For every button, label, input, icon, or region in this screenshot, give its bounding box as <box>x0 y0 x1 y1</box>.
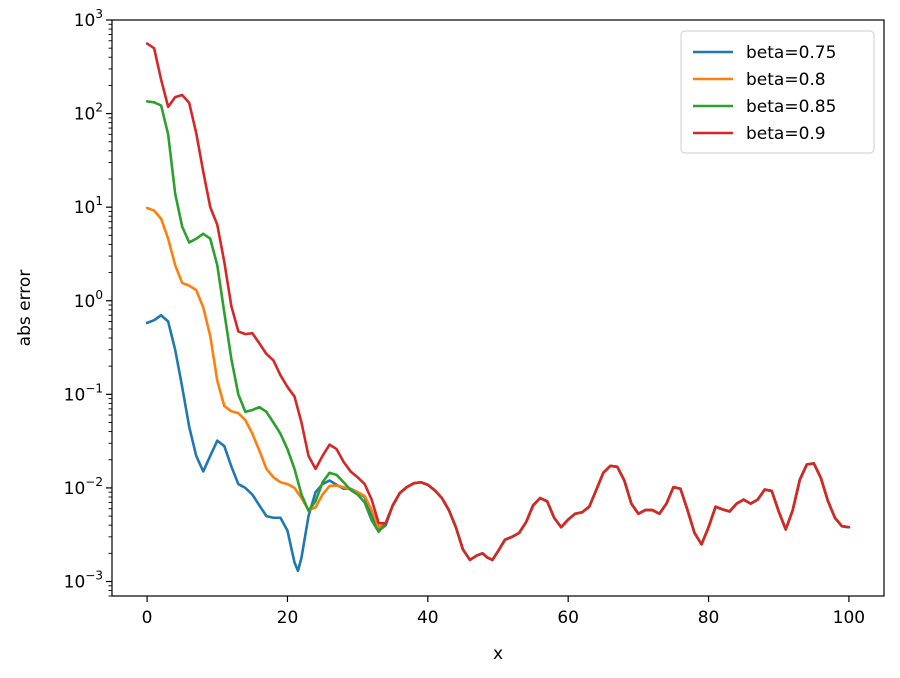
legend-label-1: beta=0.8 <box>746 70 826 90</box>
y-tick-exponent: 2 <box>95 101 103 115</box>
x-tick-label: 100 <box>833 608 865 628</box>
y-axis-label: abs error <box>15 270 35 347</box>
legend: beta=0.75 beta=0.8 beta=0.85 beta=0.9 <box>680 30 875 154</box>
y-tick-exponent: −2 <box>85 475 103 489</box>
y-tick-base: 10 <box>64 479 86 499</box>
y-tick-exponent: 0 <box>95 288 103 302</box>
y-tick-label: 10−2 <box>64 475 103 499</box>
x-tick-label: 40 <box>417 608 439 628</box>
y-tick-base: 10 <box>74 198 96 218</box>
y-tick-exponent: −3 <box>85 569 103 583</box>
y-tick-label: 10−1 <box>64 381 103 405</box>
x-axis-label: x <box>493 644 503 664</box>
y-tick-label: 10−3 <box>64 569 103 593</box>
y-tick-exponent: 1 <box>95 194 103 208</box>
y-tick-base: 10 <box>64 385 86 405</box>
x-axis: 0 20 40 60 80 100 <box>142 596 865 628</box>
y-tick-label: 101 <box>74 194 103 218</box>
y-tick-label: 100 <box>74 288 103 312</box>
legend-label-0: beta=0.75 <box>746 43 836 63</box>
y-tick-base: 10 <box>74 105 96 125</box>
y-tick-label: 102 <box>74 101 103 125</box>
y-tick-base: 10 <box>74 11 96 31</box>
x-tick-label: 60 <box>557 608 579 628</box>
x-tick-label: 0 <box>142 608 153 628</box>
plot-frame <box>111 19 885 597</box>
x-tick-label: 80 <box>698 608 720 628</box>
legend-label-3: beta=0.9 <box>746 124 826 144</box>
legend-label-2: beta=0.85 <box>746 97 836 117</box>
legend-box <box>680 30 875 154</box>
y-tick-exponent: 3 <box>95 7 103 21</box>
y-tick-base: 10 <box>74 292 96 312</box>
y-tick-label: 103 <box>74 7 103 31</box>
series-layer <box>145 42 851 573</box>
x-tick-label: 20 <box>277 608 299 628</box>
y-tick-base: 10 <box>64 573 86 593</box>
y-tick-exponent: −1 <box>85 381 103 395</box>
series-line-3 <box>145 42 851 562</box>
